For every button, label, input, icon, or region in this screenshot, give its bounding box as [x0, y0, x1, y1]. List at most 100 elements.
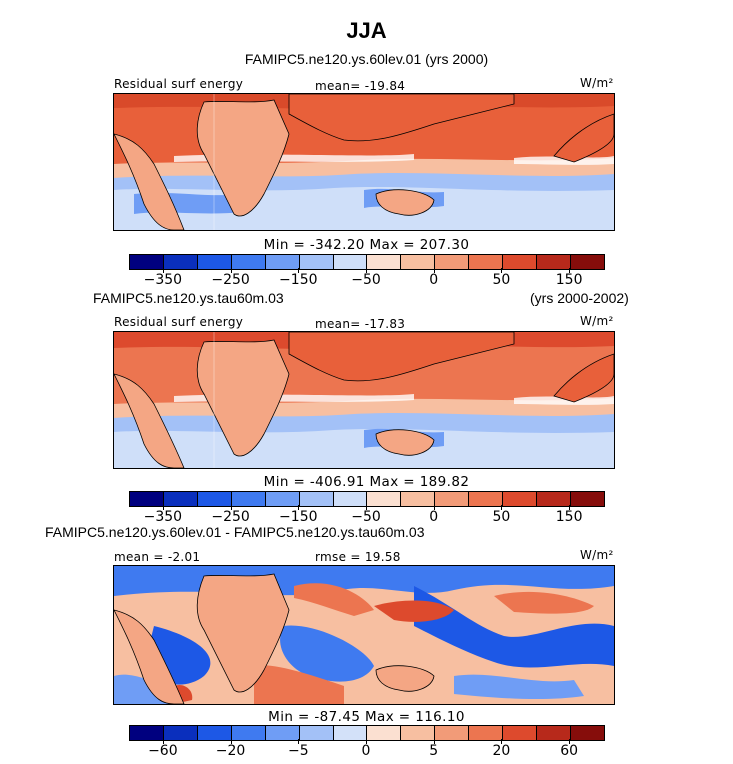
colorbar-swatch: [163, 726, 198, 740]
colorbar-swatch: [197, 492, 232, 506]
colorbar-tickmark: [298, 739, 300, 744]
panel2-colorbar-ticks: −350 −250 −150 −50 0 50 150: [129, 505, 603, 529]
panel2-mean-label: mean= -17.83: [315, 317, 406, 331]
colorbar-tickmark: [366, 505, 367, 510]
colorbar-tick-label: 60: [560, 743, 579, 759]
panel2-units-label: W/m²: [580, 314, 614, 328]
colorbar-swatch: [197, 726, 232, 740]
panel2-variable-label: Residual surf energy: [114, 315, 244, 329]
colorbar-swatch: [333, 255, 368, 269]
colorbar-tick-label: 0: [429, 272, 439, 288]
colorbar-tick-label: 5: [429, 743, 439, 759]
colorbar-swatch: [299, 255, 334, 269]
colorbar-tickmark: [569, 505, 571, 510]
colorbar-tickmark: [162, 268, 164, 273]
colorbar-tickmark: [298, 268, 300, 273]
colorbar-tick-label: −50: [351, 509, 381, 525]
colorbar-tick-label: −250: [211, 272, 250, 288]
colorbar-swatch: [503, 255, 538, 269]
colorbar-swatch: [333, 726, 368, 740]
colorbar-swatch: [435, 726, 470, 740]
colorbar-swatch: [435, 255, 470, 269]
colorbar-swatch: [231, 255, 266, 269]
colorbar-swatch: [163, 492, 198, 506]
colorbar-swatch: [367, 255, 402, 269]
panel3-rmse-label: rmse = 19.58: [315, 550, 401, 564]
colorbar-tick-label: −150: [279, 509, 318, 525]
colorbar-tickmark: [230, 505, 232, 510]
colorbar-swatch: [401, 255, 436, 269]
panel3-colorbar: [129, 725, 605, 741]
panel3-colorbar-minmax: Min = -87.45 Max = 116.10: [268, 709, 465, 725]
panel1-colorbar-ticks: −350 −250 −150 −50 0 50 150: [129, 268, 603, 292]
colorbar-tickmark: [366, 739, 367, 744]
colorbar-swatch: [265, 255, 300, 269]
colorbar-tick-label: 50: [492, 272, 511, 288]
colorbar-tick-label: −5: [287, 743, 309, 759]
colorbar-swatch: [469, 255, 504, 269]
colorbar-tickmark: [433, 268, 435, 273]
colorbar-swatch: [130, 255, 164, 269]
colorbar-tick-label: 0: [429, 509, 439, 525]
colorbar-swatch: [503, 492, 538, 506]
colorbar-swatch: [265, 492, 300, 506]
colorbar-swatch: [537, 492, 571, 506]
colorbar-tickmark: [433, 739, 435, 744]
panel1-colorbar-minmax: Min = -342.20 Max = 207.30: [263, 237, 470, 253]
panel3-subtitle: FAMIPC5.ne120.ys.60lev.01 - FAMIPC5.ne12…: [45, 524, 425, 540]
colorbar-tick-label: 50: [492, 509, 511, 525]
colorbar-tickmark: [162, 505, 164, 510]
colorbar-tick-label: −350: [143, 509, 183, 525]
panel3-colorbar-ticks: −60 −20 −5 0 5 20 60: [129, 739, 603, 763]
colorbar-swatch: [435, 492, 470, 506]
colorbar-tick-label: −50: [351, 272, 381, 288]
panel3-map: [113, 565, 615, 705]
colorbar-tick-label: −150: [279, 272, 318, 288]
colorbar-tick-label: −350: [143, 272, 183, 288]
colorbar-swatch: [367, 492, 402, 506]
colorbar-swatch: [130, 492, 164, 506]
colorbar-swatch: [197, 255, 232, 269]
colorbar-swatch: [163, 255, 198, 269]
panel2-colorbar: [129, 491, 605, 507]
panel1-subtitle: FAMIPC5.ne120.ys.60lev.01 (yrs 2000): [244, 51, 489, 67]
colorbar-tick-label: 20: [492, 743, 511, 759]
colorbar-tickmark: [230, 739, 232, 744]
colorbar-swatch: [333, 492, 368, 506]
panel1-colorbar: [129, 254, 605, 270]
page-title: JJA: [346, 18, 387, 43]
colorbar-tickmark: [501, 505, 503, 510]
colorbar-swatch: [570, 255, 604, 269]
colorbar-swatch: [401, 726, 436, 740]
colorbar-swatch: [401, 492, 436, 506]
colorbar-swatch: [231, 492, 266, 506]
colorbar-swatch: [537, 255, 571, 269]
colorbar-tick-label: 0: [361, 743, 371, 759]
colorbar-tick-label: 150: [555, 272, 583, 288]
colorbar-swatch: [469, 726, 504, 740]
colorbar-swatch: [469, 492, 504, 506]
panel2-map: [113, 331, 615, 469]
panel1-units-label: W/m²: [580, 76, 614, 90]
colorbar-tickmark: [433, 505, 435, 510]
colorbar-tickmark: [569, 268, 571, 273]
colorbar-swatch: [299, 726, 334, 740]
colorbar-tick-label: 150: [555, 509, 583, 525]
panel2-subtitle-left: FAMIPC5.ne120.ys.tau60m.03: [93, 290, 284, 306]
colorbar-swatch: [537, 726, 571, 740]
colorbar-tickmark: [569, 739, 571, 744]
colorbar-swatch: [231, 726, 266, 740]
colorbar-tickmark: [298, 505, 300, 510]
colorbar-tick-label: −20: [215, 743, 246, 759]
panel2-subtitle-right: (yrs 2000-2002): [530, 290, 629, 306]
panel2-colorbar-minmax: Min = -406.91 Max = 189.82: [263, 474, 470, 490]
colorbar-tickmark: [366, 268, 367, 273]
colorbar-tick-label: −250: [211, 509, 250, 525]
panel1-map: [113, 93, 615, 231]
colorbar-tickmark: [230, 268, 232, 273]
colorbar-swatch: [570, 492, 604, 506]
colorbar-swatch: [299, 492, 334, 506]
colorbar-swatch: [265, 726, 300, 740]
colorbar-tickmark: [501, 268, 503, 273]
colorbar-swatch: [570, 726, 604, 740]
